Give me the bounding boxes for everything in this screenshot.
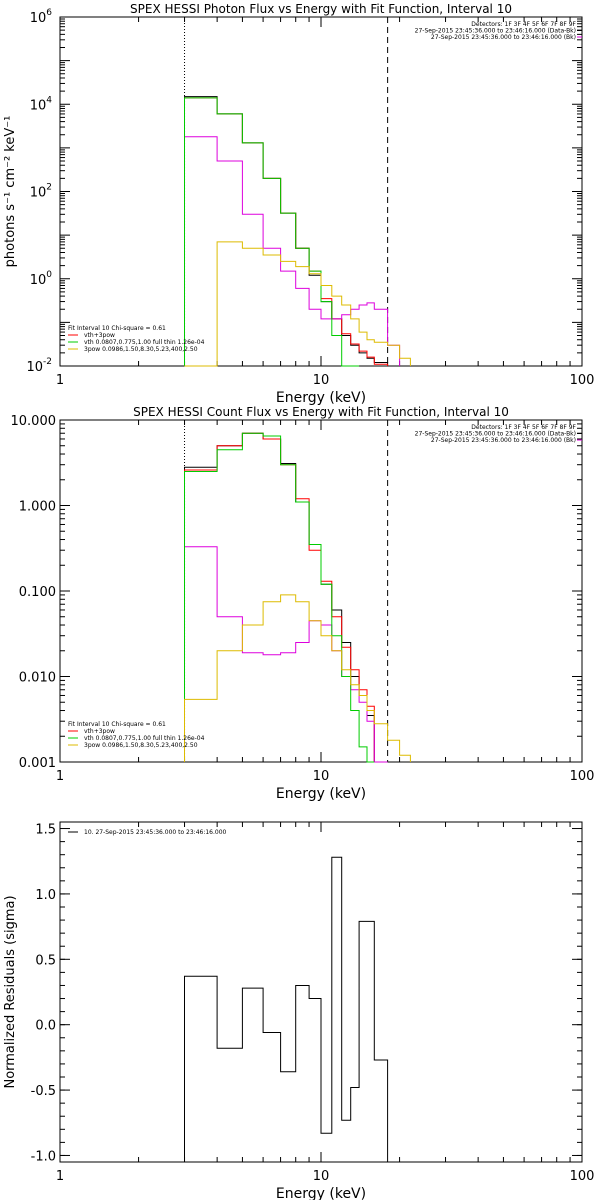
x-tick-label: 10 (313, 1169, 330, 1184)
header-text: 27-Sep-2015 23:45:36.000 to 23:46:16.000… (431, 437, 576, 444)
legend-entry: vth 0.0807,0.775,1.00 full thin 1.26e-04 (84, 735, 205, 742)
x-tick-label: 1 (56, 373, 64, 388)
legend-entry: vth+3pow (84, 332, 115, 339)
x-tick-label: 100 (570, 769, 595, 784)
y-tick-label: 1.0 (35, 888, 56, 903)
x-tick-label: 100 (570, 1169, 595, 1184)
legend-fit-summary: Fit Interval 10 Chi-square = 0.61 (68, 721, 166, 728)
y-tick-label: 0.100 (19, 585, 56, 600)
legend-entry: vth+3pow (84, 728, 115, 735)
series-line-1 (184, 432, 375, 762)
chart-title: SPEX HESSI Count Flux vs Energy with Fit… (133, 405, 509, 419)
y-tick-label: -1.0 (31, 1149, 56, 1164)
y-tick-label: 106 (30, 8, 53, 26)
plot-frame (59, 419, 583, 763)
series-line-4 (184, 241, 411, 367)
y-tick-label: 0.0 (35, 1019, 56, 1034)
header-text: 27-Sep-2015 23:45:36.000 to 23:46:16.000… (415, 431, 576, 438)
legend-entry: 3pow 0.0986,1.50,8.30,5.23,400,2.50 (84, 346, 198, 353)
legend-fit-summary: Fit Interval 10 Chi-square = 0.61 (68, 325, 166, 332)
series-line-2 (184, 546, 388, 763)
y-tick-label: 0.010 (19, 671, 56, 686)
series-line-3 (184, 97, 360, 367)
header-text: 27-Sep-2015 23:45:36.000 to 23:46:16.000… (415, 28, 576, 35)
header-text: Detectors: 1F 3F 4F 5F 6F 7F 8F 9F (471, 424, 576, 431)
y-tick-label: 100 (30, 270, 53, 288)
x-axis-label: Energy (keV) (276, 786, 366, 802)
chart-panel-photon-flux: SPEX HESSI Photon Flux vs Energy with Fi… (3, 2, 594, 406)
chart-panel-residuals: 1 10 100 Energy (keV) -1.0 -0.5 0.0 0.5 1.0 1.5 No… (3, 821, 595, 1200)
x-tick-label: 1 (56, 769, 64, 784)
series-line-0 (184, 856, 389, 1162)
series-line-0 (184, 432, 375, 762)
legend-entry: 3pow 0.0986,1.50,8.30,5.23,400,2.50 (84, 742, 198, 749)
y-tick-label: 10.000 (11, 414, 57, 429)
header-text: Detectors: 1F 3F 4F 5F 6F 7F 8F 9F (471, 21, 576, 28)
series-line-4 (184, 594, 411, 762)
y-tick-label: 102 (30, 183, 52, 201)
x-axis-label: Energy (keV) (276, 390, 366, 406)
series-line-3 (184, 432, 375, 763)
chart-title: SPEX HESSI Photon Flux vs Energy with Fi… (130, 2, 512, 16)
y-axis-label: photons s⁻¹ cm⁻² keV⁻¹ (3, 116, 18, 268)
x-tick-label: 10 (313, 769, 330, 784)
y-tick-label: 1.000 (19, 500, 56, 515)
y-tick-label: -0.5 (31, 1084, 56, 1099)
y-tick-label: 10-2 (26, 357, 52, 375)
header-text: 27-Sep-2015 23:45:36.000 to 23:46:16.000… (431, 34, 576, 41)
chart-panel-count-flux: SPEX HESSI Count Flux vs Energy with Fit… (11, 405, 595, 802)
y-tick-label: 0.001 (19, 756, 56, 771)
series-line-1 (184, 97, 389, 366)
x-tick-label: 1 (56, 1169, 64, 1184)
x-tick-label: 10 (313, 373, 330, 388)
series-line-2 (184, 136, 401, 366)
x-tick-label: 100 (570, 373, 595, 388)
y-tick-label: 0.5 (35, 953, 56, 968)
y-tick-label: 1.5 (35, 823, 56, 838)
legend-entry: vth 0.0807,0.775,1.00 full thin 1.26e-04 (84, 339, 205, 346)
legend-entry: 10. 27-Sep-2015 23:45:36.000 to 23:46:16… (84, 829, 227, 836)
x-axis-label: Energy (keV) (276, 1186, 366, 1200)
y-axis-label: Normalized Residuals (sigma) (3, 895, 18, 1088)
y-tick-label: 104 (30, 95, 53, 113)
